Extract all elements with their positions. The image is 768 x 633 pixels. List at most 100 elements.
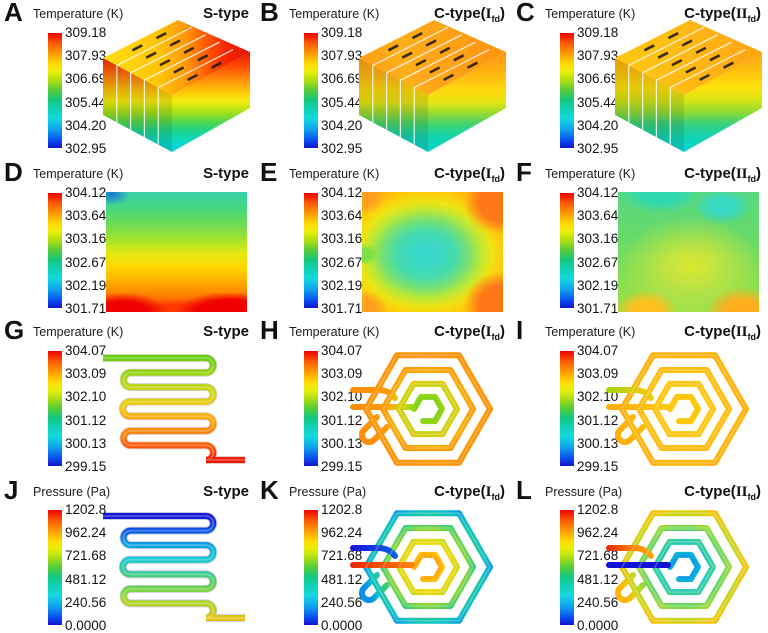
panel-h: H Temperature (K) C-type(Ifd) 304.07 303.… <box>256 315 512 478</box>
tick-label: 0.0000 <box>65 617 107 633</box>
tick-label: 301.71 <box>321 300 363 316</box>
hex-spiral-channel <box>606 510 749 624</box>
tick-label: 304.12 <box>321 185 363 200</box>
title-roman: II <box>735 484 748 500</box>
colorbar-title: Temperature (K) <box>33 167 124 181</box>
tick-label: 962.24 <box>321 525 363 541</box>
title-text: C-type( <box>433 323 486 340</box>
tick-label: 302.67 <box>65 254 107 270</box>
panel-title: S-type <box>203 323 249 342</box>
panel-i: I Temperature (K) C-type(IIfd) 304.07 303… <box>512 315 768 478</box>
tick-label: 303.64 <box>577 208 619 224</box>
tick-label: 240.56 <box>577 594 619 610</box>
title-text-end: ) <box>500 165 505 182</box>
colorbar-ticks: 1202.8 962.24 721.68 481.12 240.56 0.0000 <box>321 502 362 633</box>
tick-label: 300.13 <box>321 435 363 451</box>
title-text-end: ) <box>500 323 505 340</box>
title-subscript: fd <box>491 14 501 24</box>
tick-label: 303.09 <box>321 366 363 382</box>
panel-b: B Temperature (K) C-type(Ifd) 309.18 307.… <box>256 0 512 160</box>
title-text: C-type( <box>433 165 486 182</box>
tick-label: 481.12 <box>577 571 619 587</box>
channel-gap-lines <box>116 26 234 145</box>
panel-letter: C <box>516 0 535 27</box>
panel-letter: J <box>4 475 19 505</box>
title-subscript: fd <box>747 332 757 342</box>
colorbar <box>560 351 574 466</box>
serpentine-channel <box>103 512 245 622</box>
tick-label: 481.12 <box>321 571 363 587</box>
tick-label: 721.68 <box>577 548 619 564</box>
tick-label: 306.69 <box>321 71 363 87</box>
tick-label: 305.44 <box>65 94 107 110</box>
tick-label: 303.16 <box>577 231 619 247</box>
panel-title: C-type(Ifd) <box>434 323 505 342</box>
colorbar-ticks: 309.18 307.93 306.69 305.44 304.20 302.95 <box>321 25 362 156</box>
hex-spiral-channel <box>350 510 493 624</box>
colorbar <box>48 351 62 466</box>
colorbar <box>48 193 62 308</box>
panel-letter: D <box>4 157 23 187</box>
title-text-end: ) <box>500 483 505 500</box>
panel-letter: A <box>4 0 23 27</box>
colorbar-ticks: 309.18 307.93 306.69 305.44 304.20 302.95 <box>577 25 618 156</box>
tick-label: 721.68 <box>321 548 363 564</box>
colorbar-title: Temperature (K) <box>545 167 636 181</box>
tick-label: 304.12 <box>65 185 107 200</box>
colorbar-ticks: 304.12 303.64 303.16 302.67 302.19 301.71 <box>65 185 106 316</box>
tick-label: 300.13 <box>577 435 619 451</box>
tick-label: 303.09 <box>577 366 619 382</box>
colorbar-title: Temperature (K) <box>289 7 380 21</box>
title-subscript: fd <box>491 174 501 184</box>
title-subscript: fd <box>491 492 501 502</box>
panel-c: C Temperature (K) C-type(IIfd) 309.18 307… <box>512 0 768 160</box>
tick-label: 1202.8 <box>321 502 363 517</box>
panel-title: C-type(IIfd) <box>684 483 761 502</box>
colorbar <box>304 510 318 625</box>
title-roman: I <box>485 166 492 182</box>
tick-label: 302.67 <box>577 254 619 270</box>
tick-label: 302.19 <box>577 277 619 293</box>
hex-spiral-channel <box>606 352 749 466</box>
tick-label: 299.15 <box>65 458 107 474</box>
tick-label: 0.0000 <box>577 617 619 633</box>
panel-title: C-type(Ifd) <box>434 5 505 24</box>
tick-label: 301.12 <box>65 412 107 428</box>
colorbar-ticks: 304.07 303.09 302.10 301.12 300.13 299.15 <box>65 343 106 474</box>
tick-label: 1202.8 <box>577 502 619 517</box>
tick-label: 962.24 <box>577 525 619 541</box>
colorbar-ticks: 1202.8 962.24 721.68 481.12 240.56 0.0000 <box>577 502 618 633</box>
tick-label: 305.44 <box>321 94 363 110</box>
tick-label: 1202.8 <box>65 502 107 517</box>
colorbar-title: Temperature (K) <box>33 325 124 339</box>
channel-gap-lines <box>628 26 746 145</box>
tick-label: 304.12 <box>577 185 619 200</box>
title-text-end: ) <box>756 323 761 340</box>
colorbar <box>304 193 318 308</box>
panel-letter: I <box>516 315 524 345</box>
panel-d: D Temperature (K) S-type 304.12 303.64 303… <box>0 157 256 318</box>
tick-label: 301.12 <box>577 412 619 428</box>
panel-letter: F <box>516 157 532 187</box>
title-text: C-type( <box>684 165 736 182</box>
tick-label: 481.12 <box>65 571 107 587</box>
tick-label: 300.13 <box>65 435 107 451</box>
tick-label: 962.24 <box>65 525 107 541</box>
panel-letter: G <box>4 315 25 345</box>
colorbar <box>560 193 574 308</box>
contour-plane <box>618 192 759 312</box>
colorbar-ticks: 304.07 303.09 302.10 301.12 300.13 299.15 <box>577 343 618 474</box>
title-subscript: fd <box>747 492 757 502</box>
title-roman: I <box>485 324 492 340</box>
title-text: C-type( <box>684 323 736 340</box>
tick-label: 303.64 <box>321 208 363 224</box>
colorbar-title: Temperature (K) <box>545 7 636 21</box>
title-text-end: ) <box>756 5 761 22</box>
title-roman: I <box>485 484 492 500</box>
panel-letter: E <box>260 157 278 187</box>
panel-title: S-type <box>203 165 249 184</box>
title-text: S-type <box>203 323 249 340</box>
colorbar <box>560 33 574 148</box>
panel-letter: L <box>516 475 532 505</box>
